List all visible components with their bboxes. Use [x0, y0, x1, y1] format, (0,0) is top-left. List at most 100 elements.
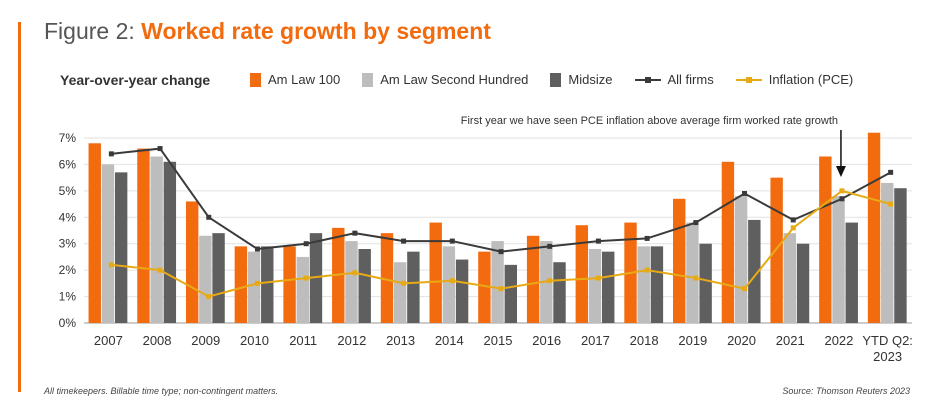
annotation-text: First year we have seen PCE inflation ab…	[461, 115, 838, 127]
x-tick-label: 2015	[484, 333, 513, 348]
legend-label: Am Law 100	[268, 72, 341, 87]
y-tick-label: 4%	[59, 210, 77, 224]
bar	[442, 246, 456, 323]
bar	[478, 251, 491, 323]
x-tick-label: YTD Q2: 2023	[862, 333, 913, 364]
x-tick-label: 2017	[581, 333, 610, 348]
bar	[212, 233, 225, 323]
bar	[575, 225, 589, 323]
line-point	[644, 267, 650, 273]
legend-swatch	[735, 76, 762, 83]
bar	[881, 182, 894, 323]
line-point	[644, 235, 650, 241]
bar	[380, 233, 394, 323]
x-tick-label: 2009	[191, 333, 220, 348]
line-point	[790, 225, 796, 231]
line-point	[839, 196, 845, 202]
line-point	[303, 275, 309, 281]
legend-item: All firms	[634, 72, 714, 87]
bar	[234, 246, 248, 323]
legend-swatch	[250, 72, 261, 87]
bar	[296, 256, 309, 323]
line-point	[547, 243, 553, 249]
bar	[819, 156, 832, 323]
x-tick-label: 2011	[289, 333, 317, 348]
legend-label: Midsize	[568, 72, 613, 87]
bar	[393, 262, 407, 323]
y-tick-label: 7%	[59, 131, 77, 145]
y-tick-label: 1%	[59, 290, 77, 304]
bar	[770, 177, 783, 323]
footnote: All timekeepers. Billable time type; non…	[44, 386, 279, 396]
line-point	[839, 188, 845, 194]
x-tick-label: 2014	[435, 333, 464, 348]
bar	[345, 241, 358, 323]
line-point	[449, 278, 455, 284]
bar	[686, 222, 699, 323]
figure-title-main: Worked rate growth by segment	[141, 18, 491, 44]
bar	[429, 222, 442, 323]
legend-swatch	[362, 72, 374, 87]
line-point	[742, 286, 748, 292]
y-axis-title: Year-over-year change	[60, 72, 211, 88]
bar	[832, 196, 845, 323]
bar	[588, 249, 602, 323]
bar	[526, 235, 540, 323]
bar	[150, 156, 163, 323]
bar	[673, 198, 686, 323]
line-point	[888, 169, 894, 175]
line-point	[790, 217, 796, 223]
legend: Am Law 100 Am Law Second Hundred Midsize Al…	[250, 72, 875, 87]
bar	[101, 164, 115, 323]
bar	[358, 249, 371, 323]
x-tick-label: 2021	[776, 333, 805, 348]
bar	[796, 243, 810, 323]
legend-label: Inflation (PCE)	[768, 72, 854, 87]
line-point	[595, 238, 601, 244]
legend-swatch	[634, 76, 661, 83]
x-tick-label: 2013	[386, 333, 415, 348]
legend-item: Midsize	[550, 72, 613, 87]
bar	[553, 262, 566, 323]
legend-item: Am Law 100	[250, 72, 340, 87]
bar	[88, 143, 101, 323]
legend-label: All firms	[667, 72, 714, 87]
line-point	[595, 275, 601, 281]
y-tick-label: 3%	[59, 237, 77, 251]
line-point	[401, 280, 407, 286]
bar	[783, 233, 797, 323]
bar	[309, 233, 323, 323]
line-point	[254, 246, 260, 252]
bar	[699, 243, 712, 323]
bar	[137, 148, 150, 323]
source-note: Source: Thomson Reuters 2023	[782, 386, 910, 396]
line-point	[108, 262, 114, 268]
x-tick-label: 2018	[630, 333, 659, 348]
legend-swatch	[550, 72, 562, 87]
bar	[407, 251, 420, 323]
line-point	[254, 280, 260, 286]
figure-title: Figure 2: Worked rate growth by segment	[44, 18, 491, 45]
chart: 0% 1% 2% 3% 4% 5% 6% 7% 2007 2008 2009 2010 2011 2012…	[59, 115, 913, 364]
bar	[867, 132, 881, 323]
line-point	[157, 267, 163, 273]
figure-title-prefix: Figure 2:	[44, 18, 142, 44]
annotation-arrow-head	[835, 166, 846, 177]
line-point	[742, 191, 748, 196]
line-point	[108, 151, 114, 157]
x-tick-label: 2020	[727, 333, 756, 348]
y-tick-label: 6%	[59, 157, 77, 171]
bar	[637, 246, 650, 323]
bar	[261, 246, 274, 323]
line-point	[449, 238, 455, 244]
x-tick-label: 2019	[678, 333, 707, 348]
line-point	[206, 294, 212, 300]
x-tick-label: 2012	[337, 333, 366, 348]
line-point	[303, 241, 309, 247]
x-tick-label: 2016	[532, 333, 561, 348]
bar	[650, 246, 664, 323]
legend-item: Inflation (PCE)	[735, 72, 854, 87]
y-tick-label: 0%	[59, 316, 77, 330]
bar	[734, 196, 748, 323]
bar	[504, 264, 517, 323]
